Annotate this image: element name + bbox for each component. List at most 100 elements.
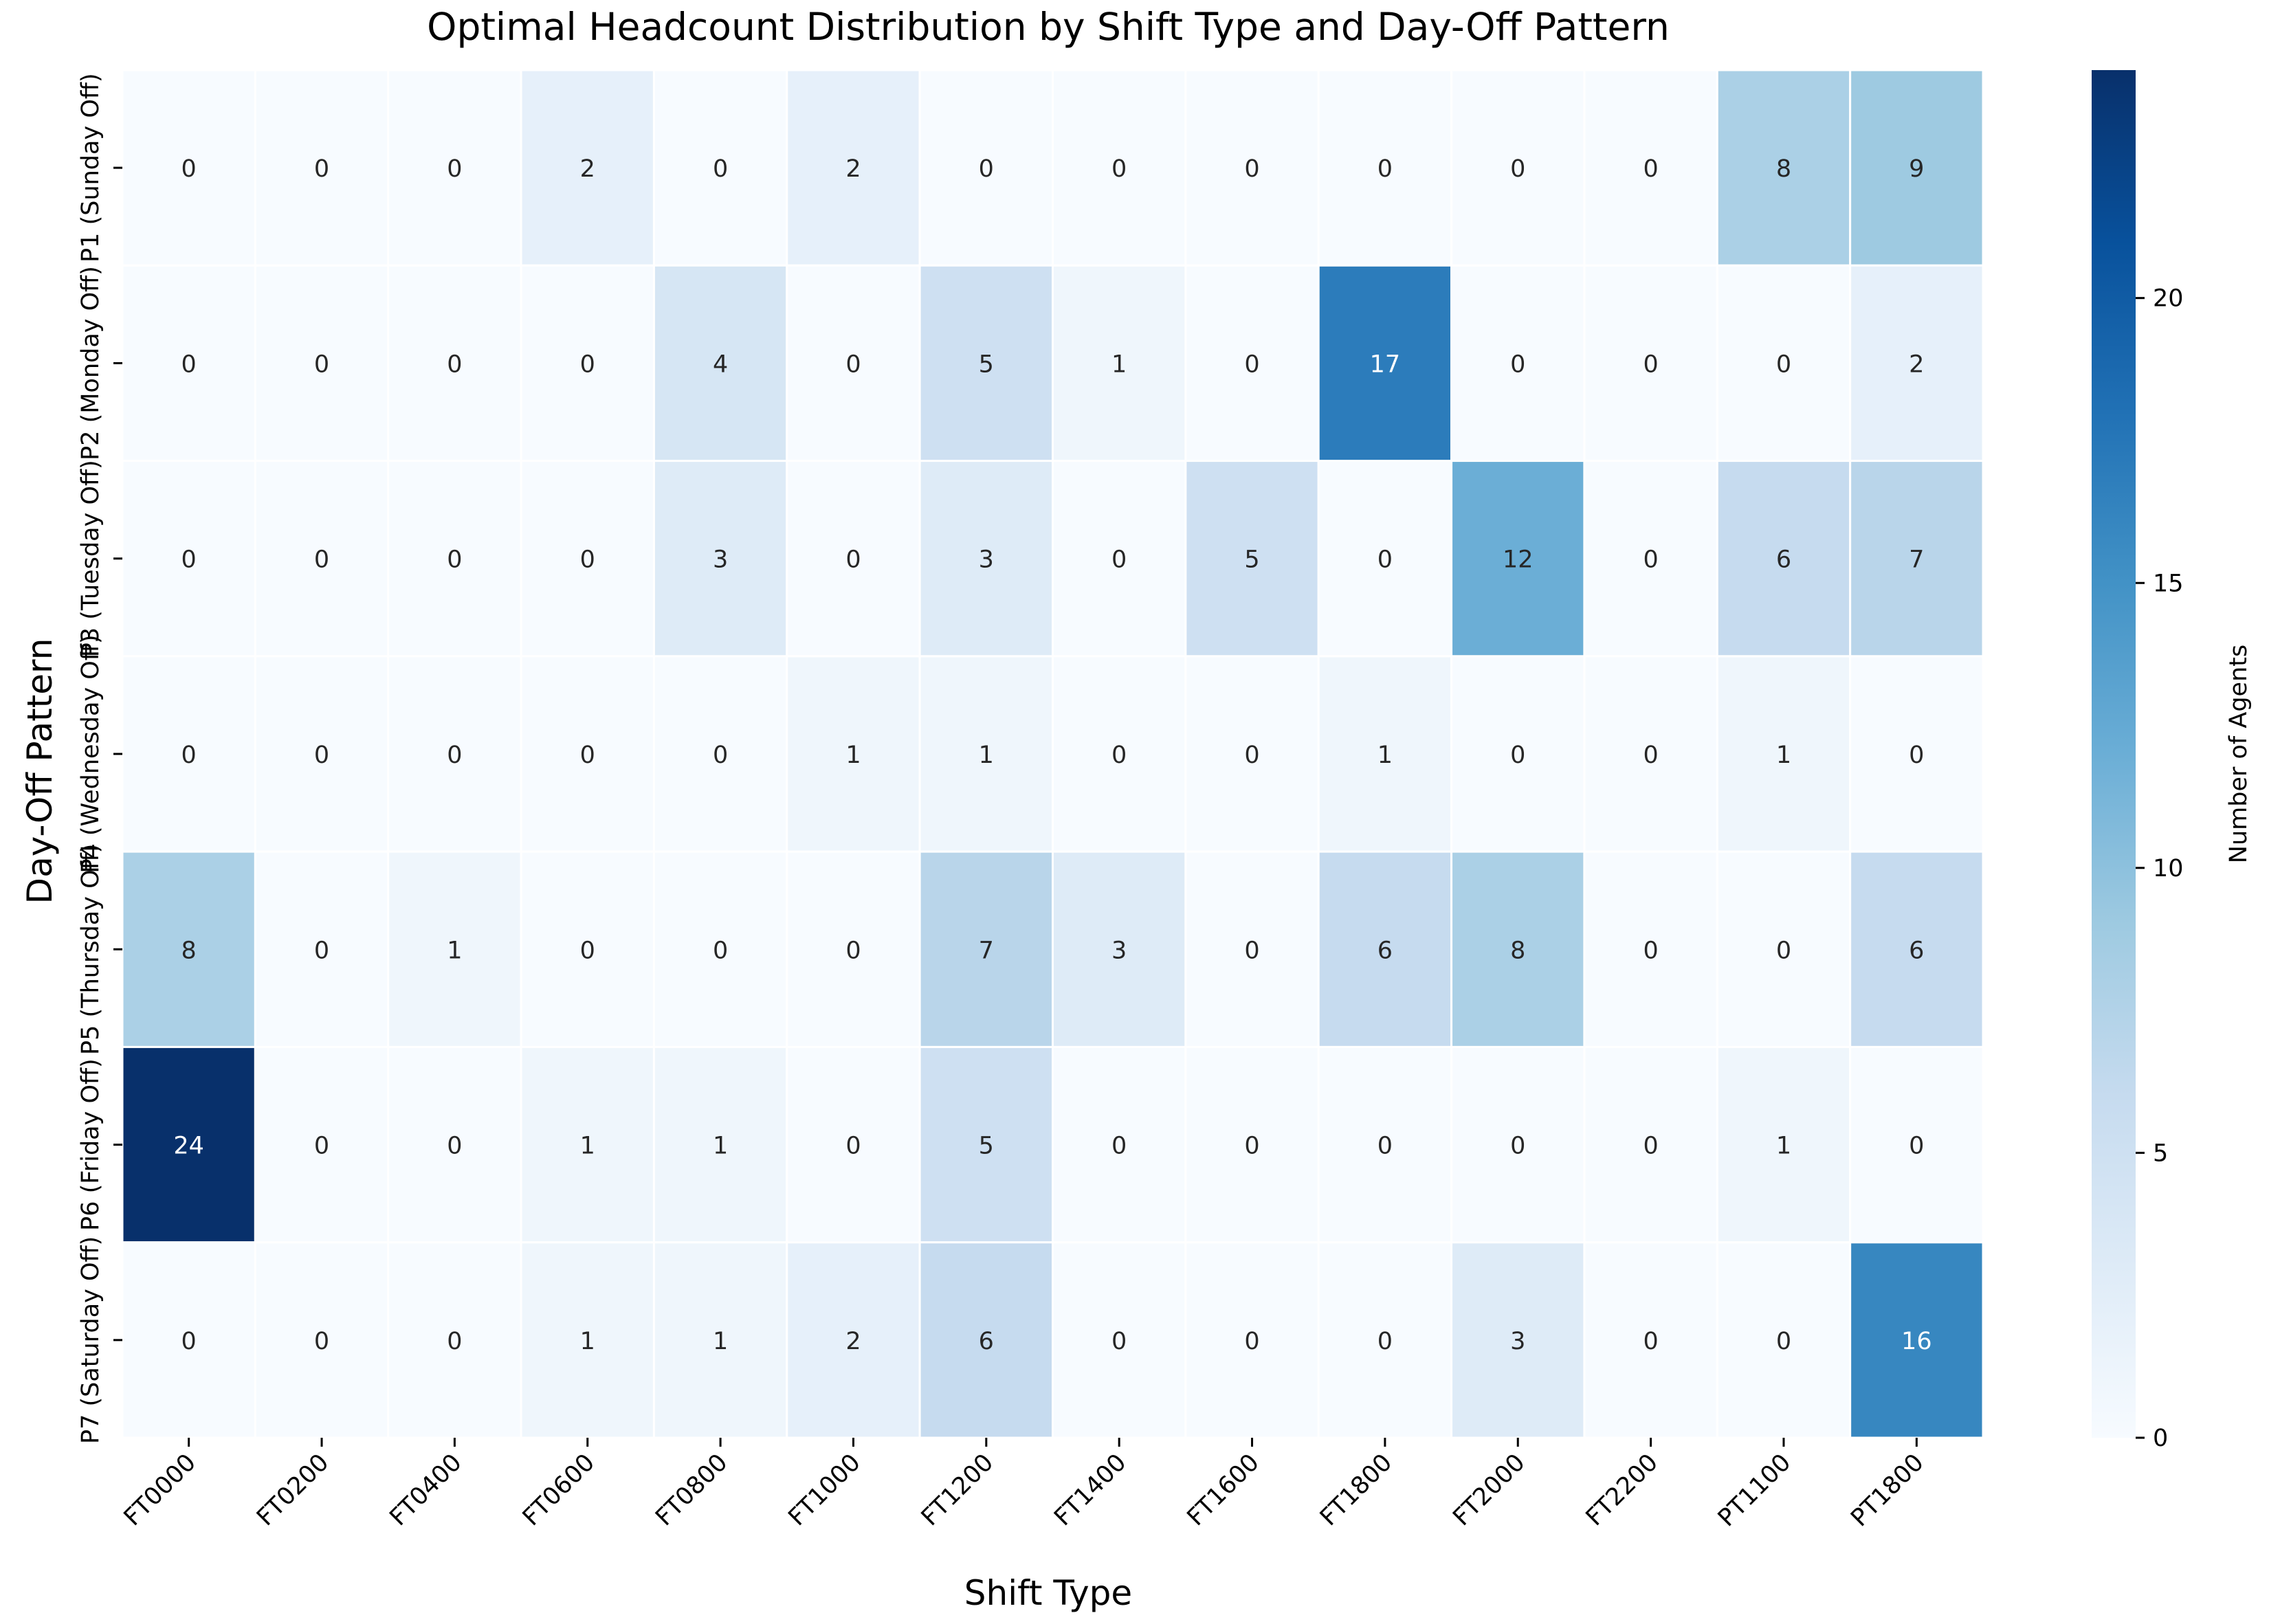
cell-value-label: 6	[1377, 937, 1393, 964]
heatmap-cell	[520, 655, 655, 853]
cell-value-label: 0	[1377, 155, 1393, 183]
heatmap-cell	[1052, 460, 1187, 658]
cell-value-label: 0	[1510, 1133, 1525, 1160]
cell-value-label: 0	[1909, 1133, 1924, 1160]
cell-value-label: 8	[1776, 155, 1791, 183]
x-tick-label: FT1400	[1049, 1449, 1131, 1531]
y-tick-label: P6 (Friday Off)	[77, 1058, 104, 1231]
heatmap-cell	[121, 460, 256, 658]
heatmap-cell	[652, 69, 788, 267]
cell-value-label: 3	[713, 546, 728, 574]
cell-value-label: 0	[580, 937, 595, 964]
chart-title: Optimal Headcount Distribution by Shift …	[427, 5, 1670, 49]
cell-value-label: 0	[1244, 742, 1259, 769]
heatmap-cell	[918, 460, 1054, 658]
cell-value-label: 5	[1244, 546, 1259, 574]
heatmap-cell	[1052, 655, 1187, 853]
cell-value-label: 24	[173, 1133, 204, 1160]
heatmap-cell	[1052, 69, 1187, 267]
cell-value-label: 0	[181, 351, 197, 378]
heatmap-cell	[1450, 460, 1586, 658]
cell-value-label: 3	[979, 546, 994, 574]
heatmap-cell	[1184, 264, 1320, 463]
cell-value-label: 0	[1776, 937, 1791, 964]
cell-value-label: 0	[845, 351, 861, 378]
cell-value-label: 0	[1643, 1133, 1658, 1160]
cell-value-label: 0	[181, 1328, 197, 1355]
cell-value-label: 2	[1909, 351, 1924, 378]
heatmap-cells	[121, 69, 1984, 1439]
heatmap-cell	[786, 1045, 921, 1244]
y-tick-label: P5 (Thursday Off)	[77, 844, 104, 1055]
cell-value-label: 1	[845, 742, 861, 769]
heatmap-cell	[1450, 850, 1586, 1048]
cell-value-label: 6	[1776, 546, 1791, 574]
cell-value-label: 0	[314, 546, 329, 574]
y-tick-label: P3 (Tuesday Off)	[77, 460, 104, 657]
heatmap-cell	[1450, 1241, 1586, 1439]
y-tick-label: P1 (Sunday Off)	[77, 73, 104, 263]
heatmap-cell	[1317, 69, 1453, 267]
heatmap-cell	[121, 655, 256, 853]
cell-value-label: 17	[1370, 351, 1401, 378]
colorbar-tick-label: 0	[2153, 1425, 2168, 1452]
cell-value-label: 1	[713, 1328, 728, 1355]
colorbar-tick-label: 5	[2153, 1139, 2168, 1167]
heatmap-cell	[1052, 850, 1187, 1048]
heatmap-cell	[1317, 1241, 1453, 1439]
x-tick-label: FT2000	[1448, 1449, 1530, 1531]
cell-value-label: 0	[979, 155, 994, 183]
cell-value-label: 0	[181, 742, 197, 769]
cell-value-label: 0	[1244, 351, 1259, 378]
cell-value-label: 1	[979, 742, 994, 769]
heatmap-cell	[1583, 460, 1718, 658]
cell-value-label: 0	[1643, 937, 1658, 964]
y-tick-label: P7 (Saturday Off)	[77, 1236, 104, 1444]
heatmap-cell	[1716, 1045, 1852, 1244]
colorbar	[2092, 70, 2136, 1438]
x-tick-label: FT1000	[784, 1449, 866, 1531]
heatmap-cell	[1317, 850, 1453, 1048]
heatmap-cell	[1716, 264, 1852, 463]
cell-value-label: 0	[1377, 1133, 1393, 1160]
cell-value-label: 0	[713, 155, 728, 183]
cell-value-label: 8	[181, 937, 197, 964]
heatmap-cell	[1849, 655, 1984, 853]
heatmap-cell	[387, 264, 522, 463]
heatmap-cell	[121, 1241, 256, 1439]
cell-value-label: 1	[1377, 742, 1393, 769]
heatmap-cell	[1716, 850, 1852, 1048]
cell-value-label: 0	[1776, 1328, 1791, 1355]
cell-value-label: 5	[979, 351, 994, 378]
cell-value-label: 1	[1111, 351, 1127, 378]
cell-value-label: 0	[314, 742, 329, 769]
heatmap-cell	[387, 850, 522, 1048]
heatmap-cell	[520, 1241, 655, 1439]
heatmap-cell	[254, 264, 390, 463]
heatmap-cell	[652, 850, 788, 1048]
cell-value-label: 5	[979, 1133, 994, 1160]
heatmap-cell-labels: 0 0 0 2 0 2 0 0 0 0 0 0 8 90 0 0 0 4 0 5 1 0 17 0 0 0 20 0 0 0 3 0 3 0 5 0 1…	[173, 155, 1932, 1355]
cell-value-label: 1	[1776, 1133, 1791, 1160]
cell-value-label: 0	[580, 546, 595, 574]
heatmap-cell	[786, 655, 921, 853]
cell-value-label: 7	[1909, 546, 1924, 574]
cell-value-label: 6	[979, 1328, 994, 1355]
x-tick-label: FT1600	[1182, 1449, 1265, 1531]
cell-value-label: 0	[314, 1328, 329, 1355]
y-axis-ticks: P1 (Sunday Off) P2 (Monday Off)P3 (Tuesda…	[77, 73, 122, 1444]
heatmap-cell	[918, 655, 1054, 853]
cell-value-label: 3	[1111, 937, 1127, 964]
heatmap-cell	[520, 69, 655, 267]
heatmap-cell	[786, 264, 921, 463]
x-tick-label: FT0800	[650, 1449, 733, 1531]
heatmap-cell	[1583, 850, 1718, 1048]
cell-value-label: 0	[314, 351, 329, 378]
y-axis-label: Day-Off Pattern	[20, 638, 60, 904]
cell-value-label: 0	[1244, 937, 1259, 964]
cell-value-label: 2	[845, 1328, 861, 1355]
heatmap-cell	[387, 69, 522, 267]
colorbar-tick-label: 10	[2153, 855, 2184, 882]
cell-value-label: 0	[447, 1133, 462, 1160]
